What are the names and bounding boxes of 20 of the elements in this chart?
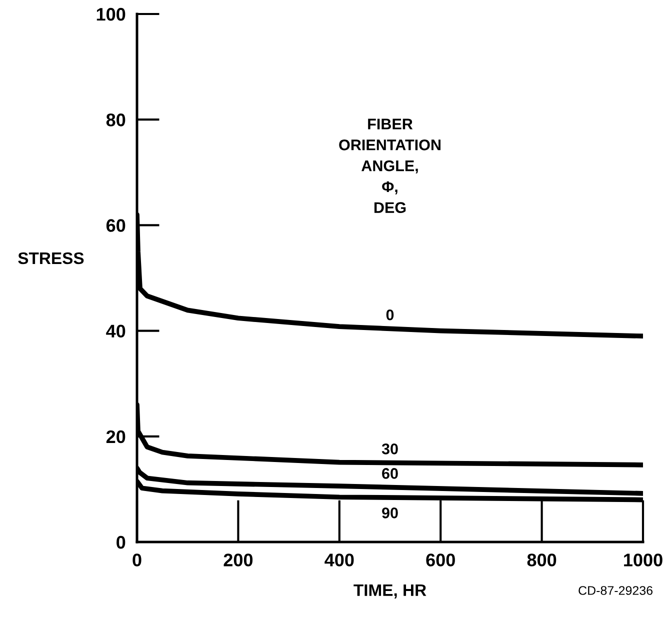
- y-tick-label: 40: [106, 324, 126, 338]
- series-label: 30: [382, 443, 398, 454]
- y-tick-label: 60: [106, 219, 126, 232]
- y-tick-label: 20: [106, 430, 126, 444]
- x-tick-label: 800: [527, 554, 556, 566]
- y-tick-label: 0: [116, 536, 126, 549]
- series-label: 60: [382, 468, 398, 479]
- series-label: 0: [386, 309, 394, 320]
- x-axis-title: TIME, HR: [354, 584, 426, 598]
- y-tick-label: 80: [106, 114, 126, 126]
- x-tick-label: 400: [324, 554, 354, 566]
- y-axis-title: STRESS: [18, 252, 84, 264]
- series-label: 90: [382, 508, 398, 518]
- y-tick-label: 100: [96, 8, 126, 21]
- x-tick-label: 0: [132, 554, 142, 566]
- text: CD-87-29236: [578, 586, 653, 595]
- x-tick-label: 200: [224, 554, 253, 566]
- annotation: FIBER ORIENTATION ANGLE, Φ, DEG: [339, 118, 440, 213]
- x-tick-label: 1000: [624, 554, 662, 566]
- x-tick-label: 600: [426, 554, 455, 566]
